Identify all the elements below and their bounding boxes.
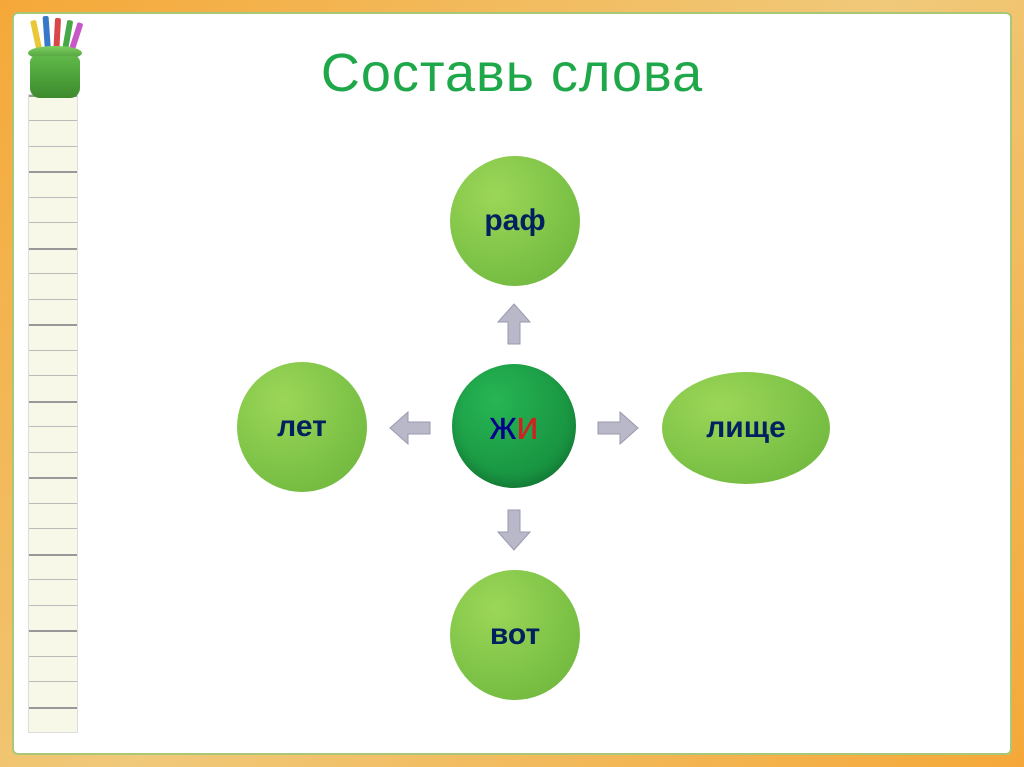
- node-left: лет: [237, 362, 367, 492]
- center-part2: и: [516, 404, 538, 448]
- arrow-right-icon: [594, 404, 642, 452]
- slide-inner-frame: Составь слова раф лище вот лет: [12, 12, 1012, 755]
- arrow-left-icon: [386, 404, 434, 452]
- arrow-down-icon: [490, 506, 538, 554]
- node-right: лище: [662, 372, 830, 484]
- slide-title: Составь слова: [14, 42, 1010, 104]
- center-text: жи: [489, 404, 538, 449]
- slide-content: Составь слова раф лище вот лет: [14, 14, 1010, 753]
- arrow-up-icon: [490, 300, 538, 348]
- radial-diagram: раф лище вот лет: [162, 134, 862, 694]
- node-bottom-label: вот: [490, 618, 540, 652]
- center-part1: ж: [489, 404, 516, 448]
- node-center: жи: [452, 364, 576, 488]
- slide-outer-frame: Составь слова раф лище вот лет: [0, 0, 1024, 767]
- node-bottom: вот: [450, 570, 580, 700]
- node-left-label: лет: [277, 410, 327, 444]
- node-top-label: раф: [484, 204, 545, 238]
- node-top: раф: [450, 156, 580, 286]
- node-right-label: лище: [706, 411, 786, 445]
- pencil-cup-icon: [20, 18, 90, 98]
